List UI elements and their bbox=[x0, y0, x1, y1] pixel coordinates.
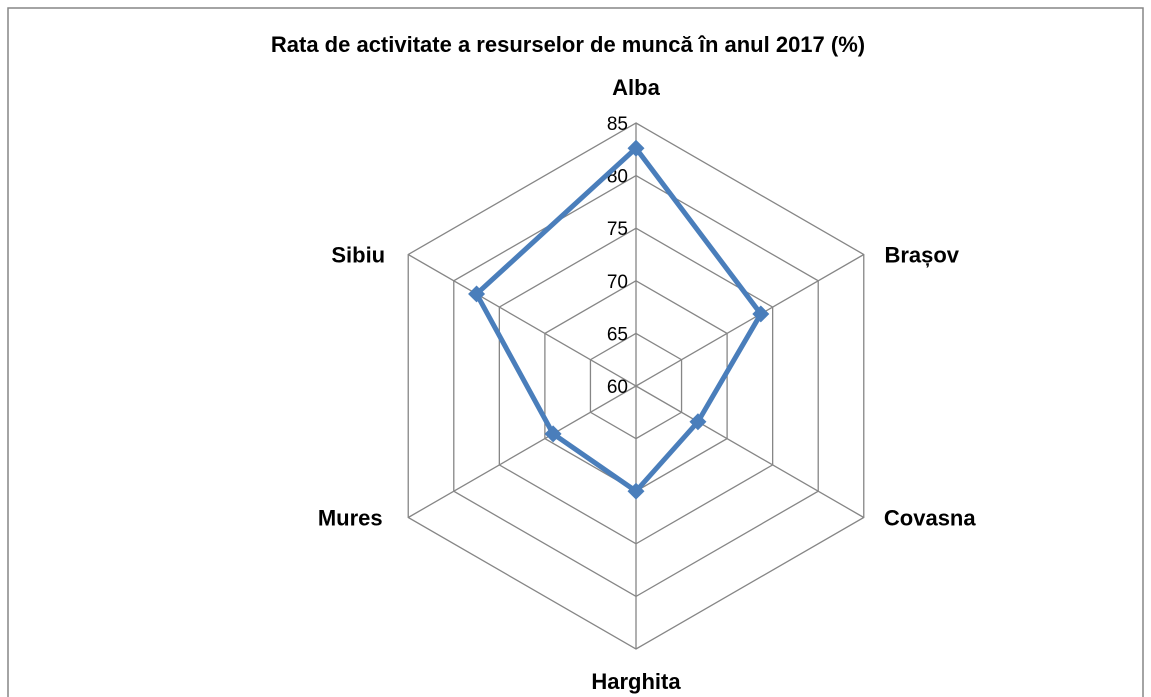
chart-frame bbox=[7, 7, 1144, 697]
tick-label: 70 bbox=[607, 272, 628, 293]
tick-label: 75 bbox=[607, 219, 628, 240]
radial-axis bbox=[407, 253, 637, 387]
data-marker bbox=[627, 139, 645, 157]
tick-label: 85 bbox=[607, 114, 628, 135]
category-label: Harghita bbox=[591, 669, 681, 694]
category-label: Alba bbox=[612, 75, 660, 100]
data-marker bbox=[627, 482, 645, 500]
category-label: Mures bbox=[318, 505, 383, 530]
category-label: Sibiu bbox=[331, 242, 385, 267]
radial-axis bbox=[635, 253, 865, 387]
category-label: Brașov bbox=[884, 242, 959, 267]
data-marker bbox=[752, 305, 770, 323]
category-label: Covasna bbox=[884, 505, 976, 530]
data-marker bbox=[544, 425, 562, 443]
tick-label: 65 bbox=[607, 324, 628, 345]
radial-axis bbox=[407, 385, 637, 519]
chart-title: Rata de activitate a resurselor de muncă… bbox=[271, 32, 865, 57]
data-marker bbox=[468, 285, 486, 303]
radial-axis bbox=[635, 385, 865, 519]
data-marker bbox=[689, 413, 707, 431]
tick-label: 60 bbox=[607, 377, 628, 398]
